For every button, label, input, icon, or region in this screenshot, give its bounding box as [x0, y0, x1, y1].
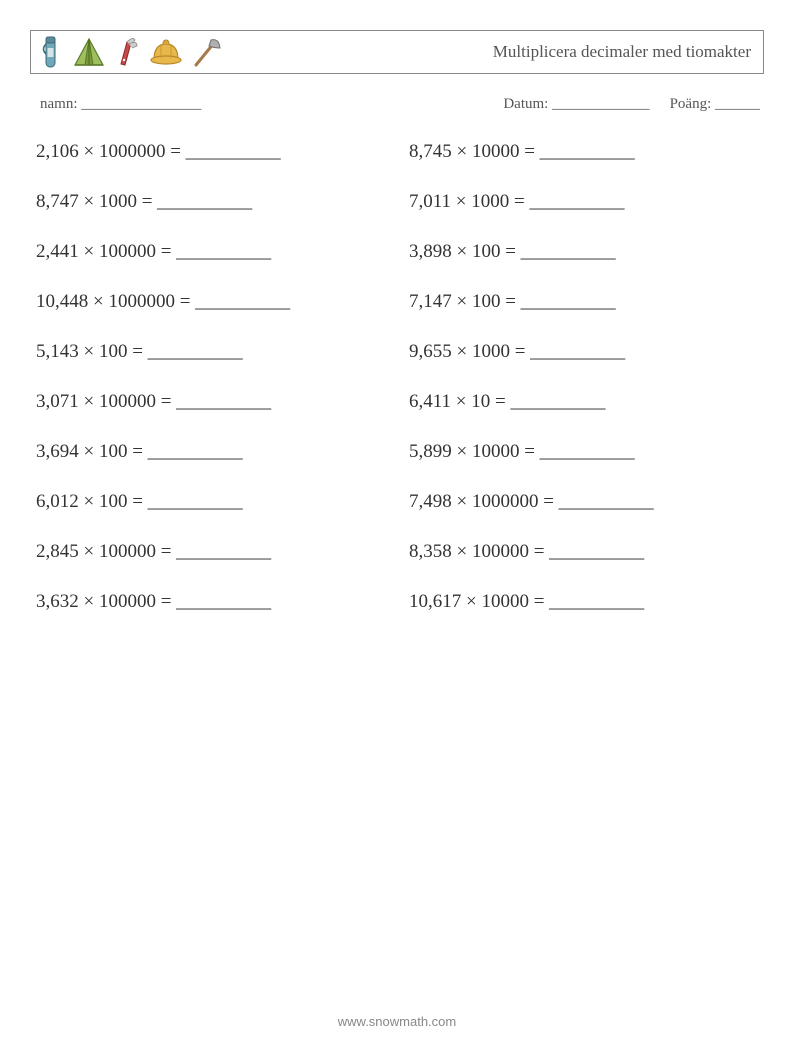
- problem-item: 6,012 × 100 = __________: [36, 491, 391, 513]
- problem-item: 7,147 × 100 = __________: [409, 291, 764, 313]
- problem-item: 7,011 × 1000 = __________: [409, 191, 764, 213]
- score-field: Poäng: ______: [670, 96, 760, 113]
- worksheet-title: Multiplicera decimaler med tiomakter: [493, 42, 751, 62]
- thermos-icon: [35, 34, 65, 70]
- axe-icon: [189, 34, 223, 70]
- problem-item: 3,898 × 100 = __________: [409, 241, 764, 263]
- problem-item: 8,745 × 10000 = __________: [409, 141, 764, 163]
- footer-url: www.snowmath.com: [0, 1014, 794, 1029]
- problem-item: 5,899 × 10000 = __________: [409, 441, 764, 463]
- problem-item: 3,071 × 100000 = __________: [36, 391, 391, 413]
- problem-item: 3,632 × 100000 = __________: [36, 591, 391, 613]
- knife-icon: [113, 34, 143, 70]
- problem-item: 2,441 × 100000 = __________: [36, 241, 391, 263]
- problem-item: 3,694 × 100 = __________: [36, 441, 391, 463]
- helmet-icon: [149, 34, 183, 70]
- problem-item: 9,655 × 1000 = __________: [409, 341, 764, 363]
- info-row: namn: ________________ Datum: __________…: [40, 96, 760, 113]
- worksheet-header: Multiplicera decimaler med tiomakter: [30, 30, 764, 74]
- tent-icon: [71, 34, 107, 70]
- problem-item: 6,411 × 10 = __________: [409, 391, 764, 413]
- problem-item: 2,106 × 1000000 = __________: [36, 141, 391, 163]
- problem-item: 7,498 × 1000000 = __________: [409, 491, 764, 513]
- problem-item: 8,358 × 100000 = __________: [409, 541, 764, 563]
- name-field: namn: ________________: [40, 96, 201, 113]
- problems-grid: 2,106 × 1000000 = __________ 8,745 × 1000…: [36, 141, 764, 613]
- problem-item: 10,448 × 1000000 = __________: [36, 291, 391, 313]
- header-icons: [35, 34, 223, 70]
- date-field: Datum: _____________: [503, 96, 649, 113]
- problem-item: 10,617 × 10000 = __________: [409, 591, 764, 613]
- problem-item: 8,747 × 1000 = __________: [36, 191, 391, 213]
- problem-item: 2,845 × 100000 = __________: [36, 541, 391, 563]
- problem-item: 5,143 × 100 = __________: [36, 341, 391, 363]
